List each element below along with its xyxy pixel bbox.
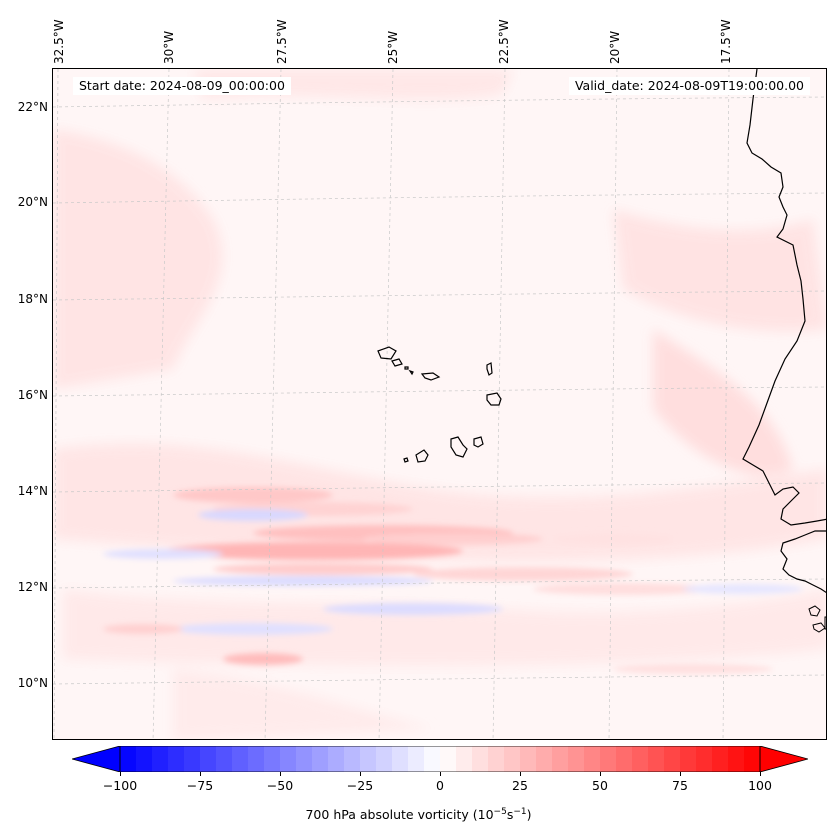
colorbar-tick-mark xyxy=(600,772,601,776)
colorbar-tick-label: −50 xyxy=(266,778,294,793)
lon-label-30w: 30°W xyxy=(162,30,176,64)
colorbar-segment xyxy=(632,746,649,772)
colorbar-segment xyxy=(152,746,169,772)
colorbar-segment xyxy=(392,746,409,772)
colorbar-tick-label: 25 xyxy=(512,778,528,793)
colorbar-tick-mark xyxy=(280,772,281,776)
guinea-coastline xyxy=(780,530,826,594)
lon-label-17.5w: 17.5°W xyxy=(719,19,733,64)
cabo-verde-islands xyxy=(377,346,502,463)
colorbar-tick-label: −100 xyxy=(102,778,138,793)
colorbar-segment xyxy=(696,746,713,772)
colorbar-segment xyxy=(520,746,537,772)
lat-label-22n: 22°N xyxy=(17,100,48,114)
colorbar-segment xyxy=(648,746,665,772)
colorbar-segment xyxy=(504,746,521,772)
lon-label-22.5w: 22.5°W xyxy=(497,19,511,64)
colorbar-segment xyxy=(328,746,345,772)
lon-label-27.5w: 27.5°W xyxy=(275,19,289,64)
valid-date: Valid_date: 2024-08-09T19:00:00.00 xyxy=(568,77,810,95)
colorbar-segment xyxy=(280,746,297,772)
graticule xyxy=(53,69,826,739)
colorbar-segment xyxy=(600,746,617,772)
start-date: Start date: 2024-08-09_00:00:00 xyxy=(73,77,291,95)
colorbar-tick-mark xyxy=(440,772,441,776)
colorbar-segments xyxy=(120,746,761,772)
colorbar-segment xyxy=(216,746,233,772)
colorbar-segment xyxy=(120,746,137,772)
colorbar-segment xyxy=(440,746,457,772)
colorbar-tick-label: −25 xyxy=(346,778,374,793)
colorbar-frame xyxy=(119,746,761,772)
colorbar-extend-min xyxy=(72,746,121,772)
colorbar-tick-label: −75 xyxy=(186,778,214,793)
colorbar-segment xyxy=(296,746,313,772)
colorbar-tick-label: 0 xyxy=(436,778,444,793)
vorticity-map: Start date: 2024-08-09_00:00:00 Valid_da… xyxy=(52,68,827,740)
colorbar-segment xyxy=(568,746,585,772)
colorbar-tick-mark xyxy=(200,772,201,776)
colorbar-segment xyxy=(232,746,249,772)
colorbar-segment xyxy=(264,746,281,772)
colorbar-tick-label: 75 xyxy=(672,778,688,793)
colorbar-segment xyxy=(184,746,201,772)
colorbar-segment xyxy=(376,746,393,772)
colorbar-label: 700 hPa absolute vorticity (10−5s−1) xyxy=(305,807,532,823)
lat-label-20n: 20°N xyxy=(17,195,48,209)
colorbar-segment xyxy=(584,746,601,772)
colorbar-segment xyxy=(136,746,153,772)
lat-label-16n: 16°N xyxy=(17,388,48,402)
colorbar-segment xyxy=(168,746,185,772)
colorbar-segment xyxy=(728,746,745,772)
lat-label-14n: 14°N xyxy=(17,484,48,498)
lon-label-20w: 20°W xyxy=(608,30,622,64)
colorbar xyxy=(72,746,808,772)
colorbar-segment xyxy=(248,746,265,772)
colorbar-tick-label: 100 xyxy=(748,778,772,793)
lat-label-12n: 12°N xyxy=(17,580,48,594)
lon-label-32.5w: 32.5°W xyxy=(52,19,66,64)
colorbar-tick-mark xyxy=(680,772,681,776)
colorbar-segment xyxy=(616,746,633,772)
map-canvas: Start date: 2024-08-09_00:00:00 Valid_da… xyxy=(53,69,826,739)
bijagos-islands xyxy=(808,605,826,633)
colorbar-tick-mark xyxy=(120,772,121,776)
colorbar-segment xyxy=(712,746,729,772)
colorbar-segment xyxy=(360,746,377,772)
colorbar-tick-mark xyxy=(520,772,521,776)
colorbar-tick-mark xyxy=(360,772,361,776)
colorbar-segment xyxy=(424,746,441,772)
colorbar-extend-max xyxy=(759,746,808,772)
colorbar-segment xyxy=(552,746,569,772)
colorbar-segment xyxy=(456,746,473,772)
colorbar-tick-mark xyxy=(760,772,761,776)
vorticity-field-broad xyxy=(53,69,826,739)
colorbar-segment xyxy=(744,746,761,772)
colorbar-segment xyxy=(408,746,425,772)
lat-label-18n: 18°N xyxy=(17,292,48,306)
colorbar-segment xyxy=(664,746,681,772)
vorticity-field-bands xyxy=(103,487,803,674)
colorbar-segment xyxy=(344,746,361,772)
colorbar-segment xyxy=(312,746,329,772)
lat-label-10n: 10°N xyxy=(17,676,48,690)
colorbar-tick-label: 50 xyxy=(592,778,608,793)
colorbar-segment xyxy=(200,746,217,772)
colorbar-segment xyxy=(536,746,553,772)
colorbar-segment xyxy=(488,746,505,772)
lon-label-25w: 25°W xyxy=(386,30,400,64)
colorbar-segment xyxy=(680,746,697,772)
africa-coastline xyxy=(742,69,826,526)
colorbar-segment xyxy=(472,746,489,772)
